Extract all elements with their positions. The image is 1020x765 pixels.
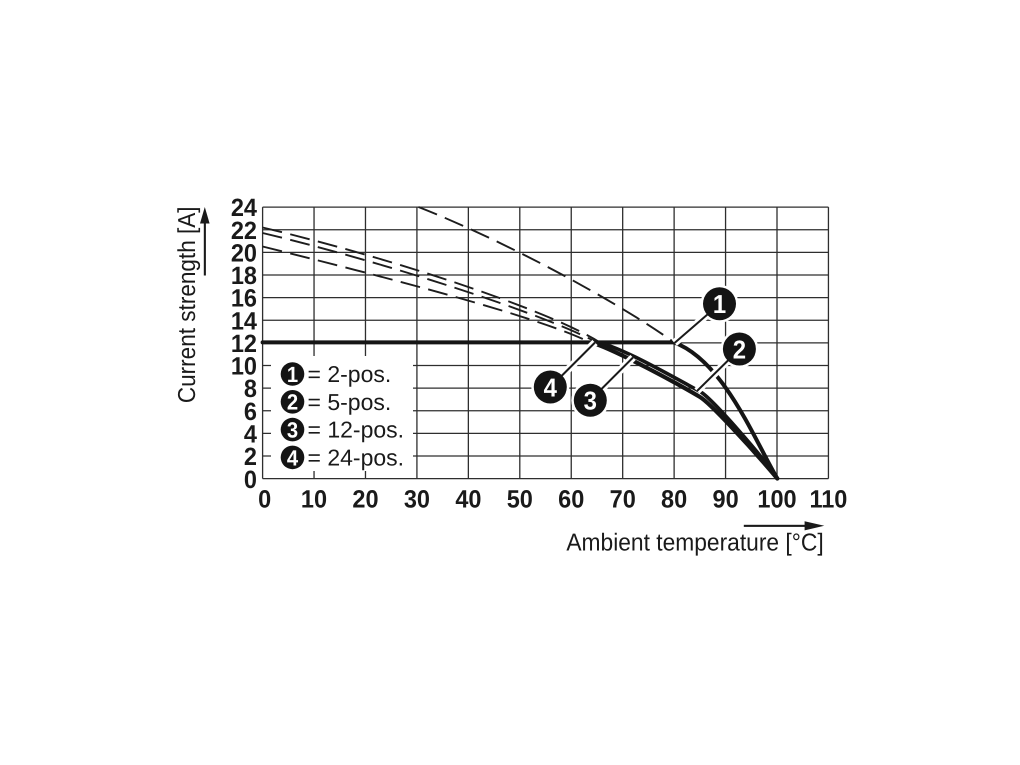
svg-text:6: 6 (244, 398, 257, 426)
svg-text:2: 2 (287, 390, 298, 415)
svg-text:14: 14 (231, 307, 257, 335)
svg-text:1: 1 (287, 362, 298, 387)
svg-text:Current strength [A]: Current strength [A] (174, 206, 201, 403)
svg-text:= 24-pos.: = 24-pos. (308, 444, 405, 470)
svg-text:4: 4 (244, 421, 257, 449)
svg-text:= 2-pos.: = 2-pos. (308, 361, 392, 387)
svg-text:10: 10 (301, 486, 327, 514)
svg-text:10: 10 (231, 353, 257, 381)
svg-text:110: 110 (809, 486, 847, 514)
svg-text:80: 80 (661, 486, 687, 514)
svg-text:20: 20 (231, 240, 257, 268)
svg-text:24: 24 (231, 194, 257, 222)
svg-text:0: 0 (244, 466, 257, 494)
svg-text:1: 1 (713, 289, 726, 319)
svg-text:8: 8 (244, 375, 257, 403)
svg-text:22: 22 (231, 217, 257, 245)
svg-text:18: 18 (231, 262, 257, 290)
svg-text:4: 4 (544, 372, 558, 402)
svg-text:2: 2 (244, 443, 257, 471)
svg-text:16: 16 (231, 285, 257, 313)
svg-text:12: 12 (231, 330, 257, 358)
svg-text:4: 4 (287, 445, 299, 470)
svg-text:30: 30 (404, 486, 430, 514)
svg-text:2: 2 (733, 334, 746, 364)
svg-text:3: 3 (287, 418, 298, 443)
svg-text:60: 60 (558, 486, 584, 514)
svg-text:50: 50 (507, 486, 533, 514)
svg-text:0: 0 (258, 486, 271, 514)
svg-text:70: 70 (610, 486, 636, 514)
svg-text:= 12-pos.: = 12-pos. (308, 417, 405, 443)
svg-text:20: 20 (352, 486, 378, 514)
svg-text:40: 40 (455, 486, 481, 514)
svg-text:3: 3 (584, 386, 597, 416)
svg-text:= 5-pos.: = 5-pos. (308, 389, 392, 415)
svg-text:Ambient temperature [°C]: Ambient temperature [°C] (566, 530, 823, 557)
svg-text:100: 100 (757, 486, 796, 514)
svg-text:90: 90 (713, 486, 739, 514)
